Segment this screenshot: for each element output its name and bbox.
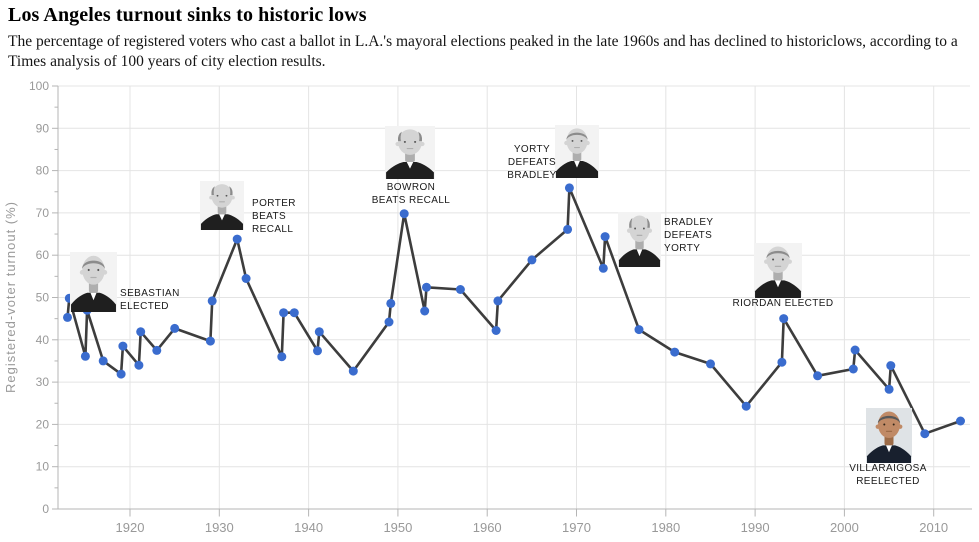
data-point-2005-general — [886, 361, 896, 371]
annotation-label-sebastian: SEBASTIAN ELECTED — [120, 288, 180, 312]
data-point-2001-primary — [848, 364, 858, 374]
data-point-1961-general — [493, 296, 503, 306]
data-point-2005-primary — [884, 384, 894, 394]
x-tick-label: 1930 — [205, 520, 234, 535]
y-tick-label: 90 — [36, 121, 50, 135]
portrait-photo-riordan — [754, 243, 802, 298]
x-tick-label: 1960 — [473, 520, 502, 535]
portrait-photo-yorty — [555, 125, 599, 178]
x-tick-label: 1990 — [741, 520, 770, 535]
y-tick-label: 30 — [36, 375, 50, 389]
annotation-label-riordan: RIORDAN ELECTED — [732, 298, 834, 309]
data-point-1937-primary — [277, 352, 287, 362]
data-point-1913-primary — [63, 312, 72, 322]
data-point-1941-general — [314, 327, 324, 337]
data-point-1921-primary — [134, 360, 144, 370]
annotation-label-yorty: YORTY DEFEATS BRADLEY — [507, 144, 557, 181]
data-point-2013 — [956, 416, 965, 426]
data-point-1941-primary — [313, 346, 322, 356]
data-point-1945 — [348, 366, 358, 376]
data-point-1969-general — [564, 183, 574, 193]
page-title: Los Angeles turnout sinks to historic lo… — [8, 4, 367, 26]
x-tick-label: 1970 — [562, 520, 591, 535]
data-point-1949-primary — [384, 317, 394, 327]
y-tick-label: 0 — [42, 502, 49, 516]
portrait-photo-bowron — [385, 126, 435, 179]
data-point-1997 — [813, 371, 823, 381]
portrait-photo-villaraigosa — [866, 408, 912, 463]
page-subtitle: The percentage of registered voters who … — [8, 32, 966, 72]
annotation-label-bradley: BRADLEY DEFEATS YORTY — [664, 217, 714, 254]
portrait-photo-bradley — [618, 212, 661, 267]
y-tick-label: 100 — [29, 79, 49, 93]
data-point-2001-general — [850, 345, 860, 355]
data-point-1937-general — [279, 308, 289, 318]
data-point-1938-recall — [289, 308, 299, 318]
y-tick-label: 70 — [36, 206, 50, 220]
data-point-1973-general — [600, 232, 610, 242]
data-point-1953-general — [422, 282, 431, 292]
data-point-2009 — [920, 429, 930, 439]
y-tick-label: 60 — [36, 248, 50, 262]
x-tick-label: 1980 — [651, 520, 680, 535]
x-tick-label: 1920 — [116, 520, 145, 535]
data-point-1985 — [706, 359, 715, 369]
data-point-1957 — [455, 285, 465, 294]
data-point-1929-general — [207, 296, 217, 306]
data-point-1993-general — [779, 314, 789, 324]
y-tick-label: 20 — [36, 417, 50, 431]
data-point-1932-recall — [232, 234, 242, 244]
annotation-label-villaraigosa: VILLARAIGOSA REELECTED — [849, 463, 927, 487]
data-point-1977 — [634, 325, 644, 335]
x-tick-label: 2010 — [919, 520, 948, 535]
data-point-1969-primary — [563, 224, 573, 234]
annotation-label-porter: PORTER BEATS RECALL — [252, 198, 296, 235]
data-point-1923 — [152, 345, 162, 355]
data-point-1933 — [241, 274, 251, 283]
data-point-1953-primary — [420, 306, 430, 316]
data-point-1925 — [170, 323, 180, 333]
data-point-1973-primary — [598, 263, 608, 273]
data-point-1919-primary — [116, 369, 126, 379]
y-tick-label: 80 — [36, 164, 50, 178]
data-point-1965 — [527, 255, 537, 265]
y-tick-label: 50 — [36, 291, 50, 305]
data-point-1915-primary — [80, 351, 90, 361]
portrait-photo-sebastian — [70, 252, 117, 312]
data-point-1993-primary — [777, 357, 787, 367]
data-point-1917 — [98, 356, 108, 366]
x-tick-label: 2000 — [830, 520, 859, 535]
data-point-1919-general — [118, 341, 128, 351]
subtitle-line-1: The percentage of registered voters who … — [8, 33, 833, 50]
data-point-1989 — [741, 401, 751, 411]
data-point-1921-general — [136, 327, 146, 337]
annotation-label-bowron: BOWRON BEATS RECALL — [371, 182, 451, 206]
x-tick-label: 1950 — [383, 520, 412, 535]
data-point-1949-general — [386, 298, 396, 308]
y-tick-label: 40 — [36, 333, 50, 347]
data-point-1961-primary — [491, 326, 501, 335]
y-axis-title: Registered-voter turnout (%) — [3, 201, 18, 393]
y-tick-label: 10 — [36, 460, 50, 474]
data-point-1981 — [670, 347, 680, 357]
x-tick-label: 1940 — [294, 520, 323, 535]
data-point-1929-primary — [205, 336, 215, 346]
subtitle-line-2: lows, according to a Times analysis of 1… — [8, 33, 958, 70]
data-point-1950-recall — [399, 209, 409, 219]
portrait-photo-porter — [200, 181, 244, 230]
